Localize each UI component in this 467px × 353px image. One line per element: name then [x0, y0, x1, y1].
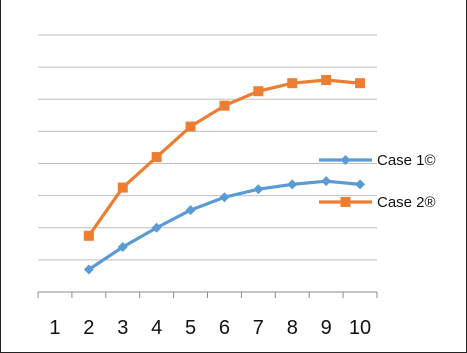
legend-label-2: Case 2®	[377, 194, 436, 211]
series-lines	[83, 74, 366, 275]
x-tick-label: 9	[321, 317, 332, 339]
x-tick-label: 10	[349, 317, 371, 339]
series-2-point	[321, 74, 332, 85]
series-2-point	[253, 86, 264, 97]
series-1-point	[287, 179, 298, 190]
x-tick-label: 6	[219, 317, 230, 339]
legend-marker-1	[340, 155, 351, 165]
series-1-point	[117, 242, 128, 253]
series-1-point	[83, 264, 94, 275]
x-tick-label: 2	[83, 317, 94, 339]
legend: Case 1© Case 2®	[319, 152, 436, 211]
series-2-point	[287, 78, 298, 89]
gridlines	[38, 34, 377, 261]
x-tick-label: 1	[49, 317, 60, 339]
legend-marker-2	[340, 197, 351, 207]
series-2-point	[185, 121, 196, 132]
x-tick-label: 3	[117, 317, 128, 339]
series-2-point	[355, 78, 366, 89]
x-tick-label: 5	[185, 317, 196, 339]
legend-label-1: Case 1©	[377, 152, 436, 169]
series-1-point	[185, 205, 196, 216]
x-tick-label: 7	[253, 317, 264, 339]
series-1-point	[355, 179, 366, 190]
series-1-point	[321, 176, 332, 187]
series-1-point	[219, 192, 230, 203]
series-2-point	[117, 182, 128, 193]
series-1-point	[151, 222, 162, 233]
series-1-point	[253, 184, 264, 195]
x-tick-label: 8	[287, 317, 298, 339]
series-2-point	[83, 230, 94, 241]
series-2-point	[219, 100, 230, 111]
series-2-point	[151, 152, 162, 163]
x-axis: 1 2 3 4 5 6 7 8 9 10	[37, 291, 378, 339]
x-tick-label: 4	[151, 317, 162, 339]
